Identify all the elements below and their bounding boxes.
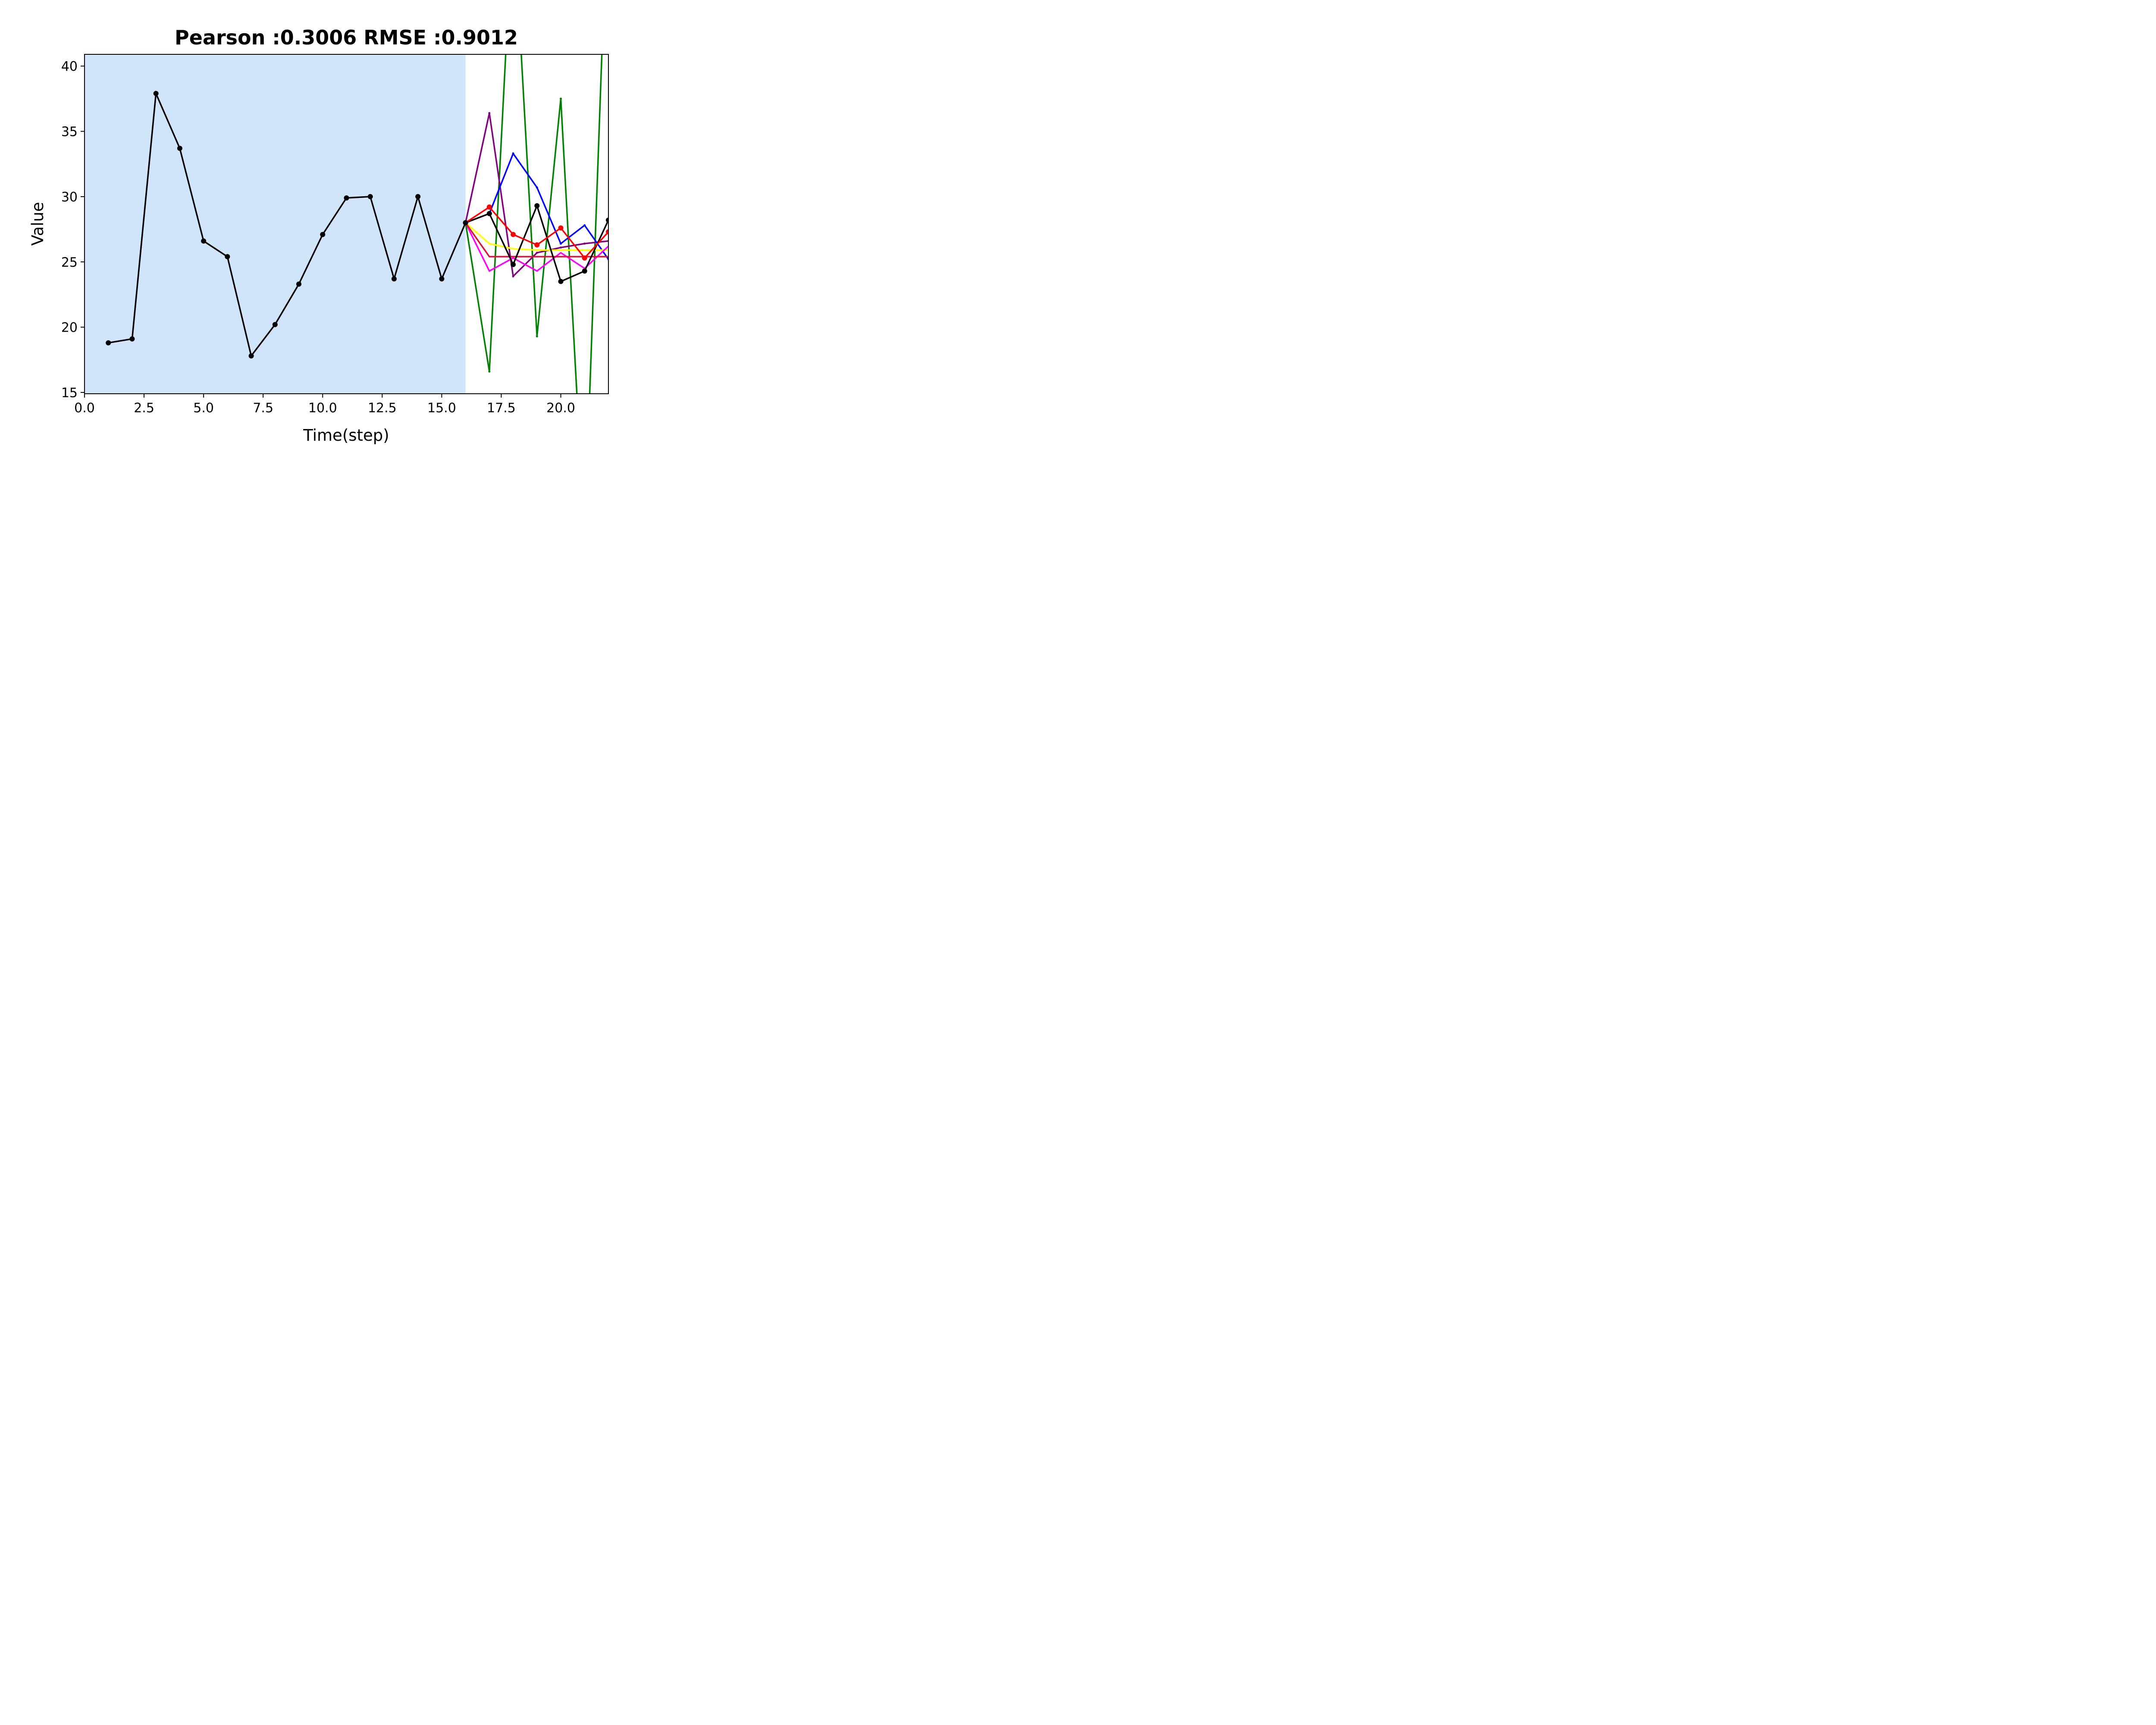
plot-frame	[84, 54, 609, 394]
series-0-point	[488, 370, 491, 373]
x-tick-label: 17.5	[487, 401, 516, 416]
series-8-point	[106, 340, 111, 345]
series-8-point	[439, 276, 445, 282]
series-line-4	[465, 222, 608, 272]
series-6-point	[534, 203, 540, 209]
series-1-point	[512, 275, 514, 278]
series-8-point	[201, 238, 207, 244]
series-6-point	[582, 268, 587, 274]
line-chart: Pearson :0.3006 RMSE :0.9012 0.0 2.5 5.0 7.…	[0, 0, 667, 445]
y-tick-label: 40	[61, 59, 78, 74]
series-line-3	[465, 222, 608, 251]
series-2-point	[583, 224, 586, 227]
series-8-point	[248, 353, 254, 359]
series-2-point	[512, 152, 514, 155]
y-tick-label: 35	[61, 125, 78, 140]
series-8-point	[415, 194, 421, 199]
series-8-point	[296, 281, 302, 287]
chart-title: Pearson :0.3006 RMSE :0.9012	[175, 26, 518, 49]
series-1-point	[488, 112, 491, 114]
series-8-point	[225, 254, 230, 260]
series-1-point	[583, 242, 586, 245]
x-axis-label: Time(step)	[303, 426, 389, 445]
series-2-point	[560, 242, 562, 245]
x-axis: 0.0 2.5 5.0 7.5 10.0 12.5 15.0 17.5 20.0	[74, 394, 575, 416]
x-tick-label: 10.0	[308, 401, 337, 416]
y-tick-label: 15	[61, 386, 78, 401]
series-6-point	[486, 211, 492, 216]
y-tick-label: 20	[61, 320, 78, 336]
y-axis: 15 20 25 30 35 40	[61, 59, 85, 401]
series-layer	[106, 54, 608, 394]
y-tick-label: 30	[61, 190, 78, 205]
x-tick-label: 0.0	[74, 401, 95, 416]
series-8-point	[320, 232, 326, 237]
x-tick-label: 5.0	[193, 401, 214, 416]
series-8-point	[344, 195, 349, 201]
series-6-point	[558, 279, 564, 284]
series-0-point	[536, 335, 538, 338]
series-7-point	[511, 232, 516, 237]
series-1-point	[536, 251, 538, 254]
x-tick-label: 7.5	[253, 401, 273, 416]
plot-area	[85, 54, 608, 394]
series-line-8	[108, 90, 467, 358]
series-7-point	[582, 255, 587, 261]
series-0-point	[560, 97, 562, 100]
series-6-point	[511, 262, 516, 267]
series-6-point	[606, 217, 608, 223]
x-tick-label: 2.5	[134, 401, 154, 416]
series-8-point	[129, 336, 135, 342]
series-8-point	[463, 220, 468, 226]
y-axis-label: Value	[28, 202, 47, 246]
x-tick-label: 20.0	[546, 401, 575, 416]
series-8-point	[153, 91, 159, 96]
series-7-point	[486, 204, 492, 210]
series-7-point	[534, 242, 540, 248]
x-tick-label: 12.5	[368, 401, 397, 416]
shaded-history-region	[85, 54, 466, 394]
series-8-point	[367, 194, 373, 199]
series-8-point	[177, 145, 182, 151]
series-2-point	[536, 186, 538, 189]
y-tick-label: 25	[61, 255, 78, 270]
x-tick-label: 15.0	[427, 401, 456, 416]
series-8-point	[272, 322, 278, 327]
series-8-point	[391, 276, 397, 282]
series-1-point	[560, 246, 562, 249]
series-7-point	[606, 229, 608, 235]
series-7-point	[558, 225, 564, 231]
